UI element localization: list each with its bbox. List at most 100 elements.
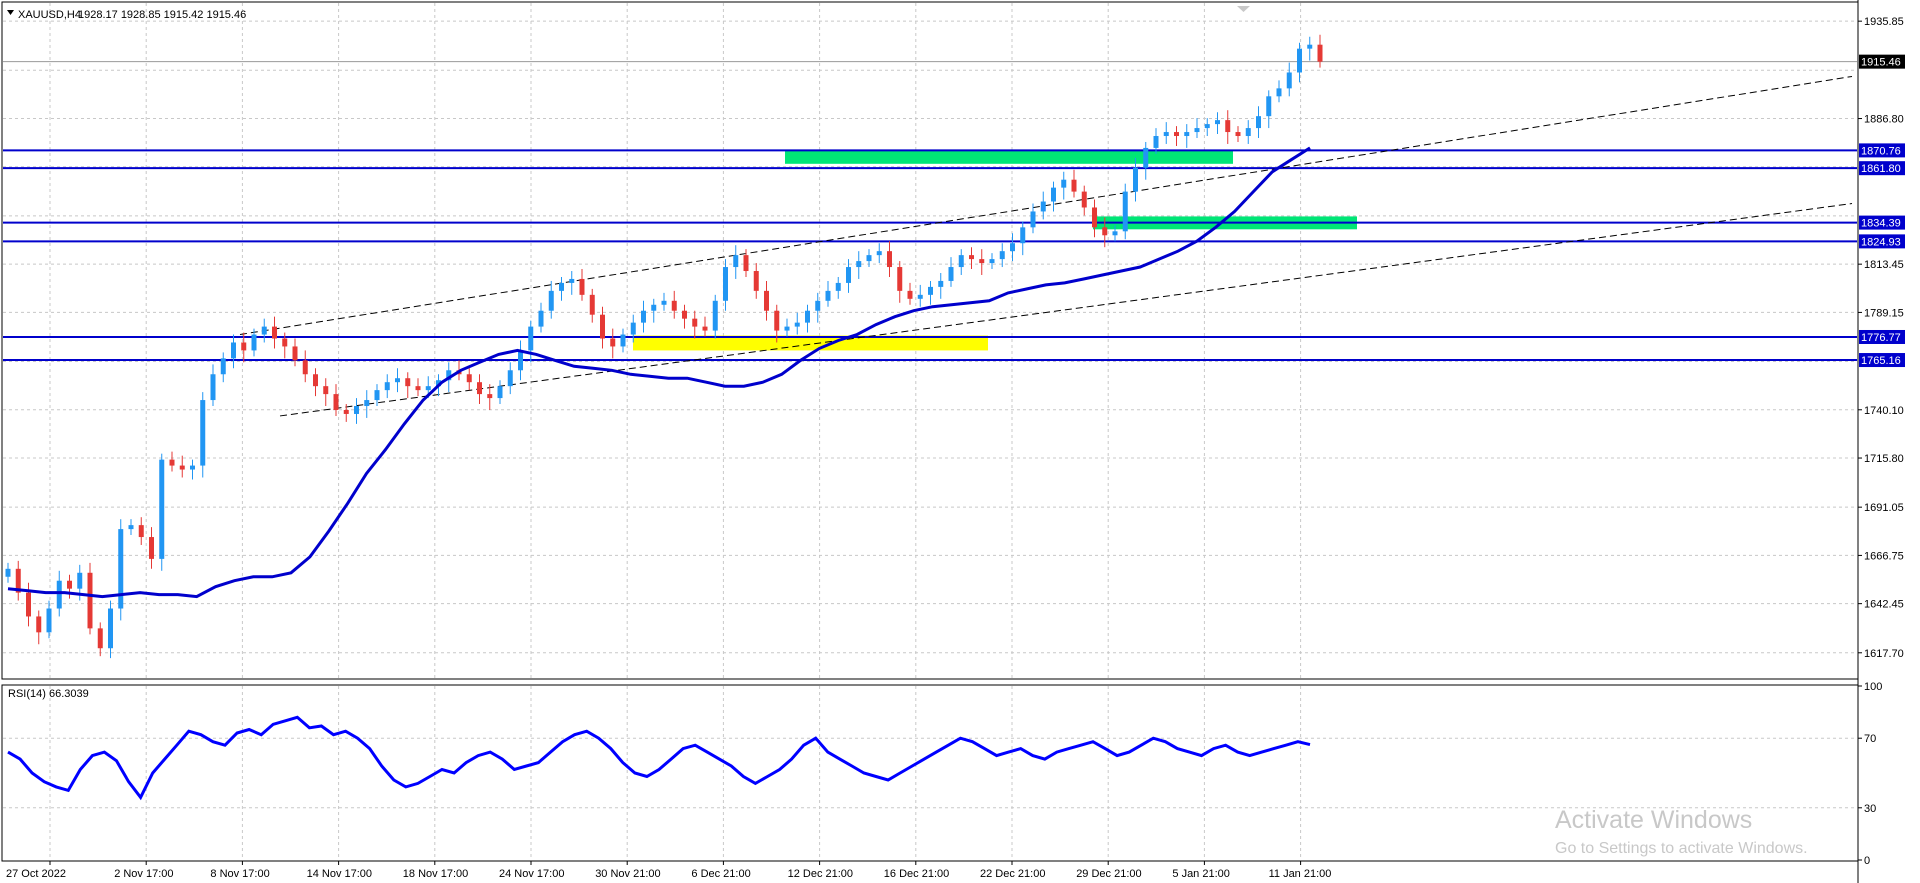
candle-body — [261, 326, 267, 335]
candle-body — [969, 255, 974, 260]
rsi-series — [7, 715, 1311, 801]
candle-body — [989, 259, 995, 264]
candle-body — [46, 608, 52, 633]
candle-body — [876, 251, 882, 256]
candle-body — [446, 370, 452, 381]
candle-body — [1276, 88, 1282, 97]
candle-body — [507, 370, 513, 387]
candle-body — [149, 537, 154, 559]
ohlc-readout: 1928.17 1928.85 1915.42 1915.46 — [78, 9, 246, 21]
candle-body — [958, 255, 964, 268]
candle-body — [866, 255, 872, 262]
candle-body — [26, 592, 31, 617]
candle-body — [1020, 227, 1026, 244]
candle-body — [5, 568, 11, 577]
candle-body — [979, 259, 985, 264]
candle-body — [282, 338, 288, 347]
rsi-tick-label: 100 — [1864, 681, 1882, 693]
dropdown-arrow-icon[interactable] — [7, 10, 14, 15]
candle-body — [395, 378, 400, 383]
candle-body — [815, 300, 821, 311]
chart-shift-icon[interactable] — [1237, 6, 1250, 12]
candle-body — [641, 310, 646, 323]
candle-body — [825, 290, 831, 301]
candle-body — [938, 280, 944, 287]
candle-body — [190, 465, 195, 470]
candle-body — [743, 255, 749, 272]
candle-body — [1071, 179, 1077, 192]
price-tick-label: 1789.15 — [1864, 307, 1904, 319]
candle-body — [887, 251, 892, 268]
candle-body — [948, 267, 954, 281]
rsi-axis: 100 70 30 0 — [1858, 681, 1882, 867]
price-tick-label: 1740.10 — [1864, 405, 1904, 417]
symbol-label: XAUUSD,H4 — [18, 9, 81, 21]
candle-body — [1286, 72, 1292, 89]
time-tick-label: 11 Jan 21:00 — [1269, 868, 1332, 880]
candle-body — [774, 310, 780, 331]
price-axis: 1935.85 1886.80 1813.45 1789.15 1740.10 1715.… — [1858, 16, 1904, 660]
candle-body — [1102, 227, 1108, 236]
candle-body — [897, 267, 903, 291]
yellow-zone — [633, 335, 988, 351]
level-price-label: 1861.80 — [1861, 163, 1901, 175]
candle-body — [138, 525, 144, 538]
level-price-label: 1834.39 — [1861, 218, 1901, 230]
candle-body — [528, 326, 534, 351]
candle-body — [415, 386, 421, 391]
time-tick-label: 24 Nov 17:00 — [499, 868, 564, 880]
candle-body — [118, 529, 124, 609]
candle-body — [36, 616, 42, 633]
level-price-label: 1765.16 — [1861, 355, 1901, 367]
price-tick-label: 1617.70 — [1864, 648, 1904, 660]
time-tick-label: 14 Nov 17:00 — [307, 868, 372, 880]
time-tick-label: 12 Dec 21:00 — [788, 868, 853, 880]
green-zone — [785, 149, 1233, 164]
candle-body — [723, 267, 728, 301]
candle-body — [384, 382, 390, 391]
candle-body — [1256, 116, 1261, 129]
time-tick-label: 22 Dec 21:00 — [980, 868, 1045, 880]
candle-body — [272, 326, 277, 339]
candle-body — [1163, 132, 1169, 137]
level-price-tag — [1859, 161, 1905, 176]
candle-body — [477, 382, 482, 395]
time-tick-label: 29 Dec 21:00 — [1076, 868, 1141, 880]
candle-body — [405, 378, 411, 387]
time-tick-label: 6 Dec 21:00 — [691, 868, 750, 880]
candle-body — [1133, 167, 1138, 192]
candle-body — [620, 334, 626, 347]
price-tick-label: 1935.85 — [1864, 16, 1904, 28]
candle-body — [1061, 179, 1067, 188]
candle-body — [1010, 243, 1015, 252]
candle-body — [343, 409, 349, 414]
candle-body — [77, 572, 83, 589]
candle-body — [1143, 147, 1149, 168]
dashed-trendline — [239, 75, 1853, 336]
candle-body — [354, 406, 359, 414]
level-price-label: 1824.93 — [1861, 236, 1901, 248]
candle-body — [589, 294, 595, 315]
time-tick-label: 18 Nov 17:00 — [403, 868, 468, 880]
candle-body — [241, 342, 247, 351]
candle-body — [692, 318, 698, 327]
trendlines[interactable] — [239, 75, 1853, 417]
candle-body — [1051, 187, 1056, 202]
symbol-header[interactable]: XAUUSD,H4 1928.17 1928.85 1915.42 1915.4… — [7, 9, 246, 21]
candle-body — [630, 322, 636, 335]
time-tick-label: 8 Nov 17:00 — [210, 868, 269, 880]
candle-body — [559, 282, 564, 291]
rsi-label: RSI(14) 66.3039 — [8, 688, 89, 700]
candle-body — [764, 290, 769, 311]
candle-body — [518, 350, 523, 371]
candle-body — [1297, 48, 1302, 73]
candle-body — [733, 255, 739, 268]
candle-body — [1040, 201, 1046, 212]
candle-body — [784, 326, 790, 331]
candle-body — [1112, 231, 1118, 236]
horizontal-levels[interactable]: 1870.76 1861.80 1834.39 1824.93 1776.77 1765.… — [3, 54, 1905, 368]
candle-body — [712, 300, 718, 331]
candle-body — [1225, 120, 1231, 133]
candle-body — [200, 400, 206, 466]
